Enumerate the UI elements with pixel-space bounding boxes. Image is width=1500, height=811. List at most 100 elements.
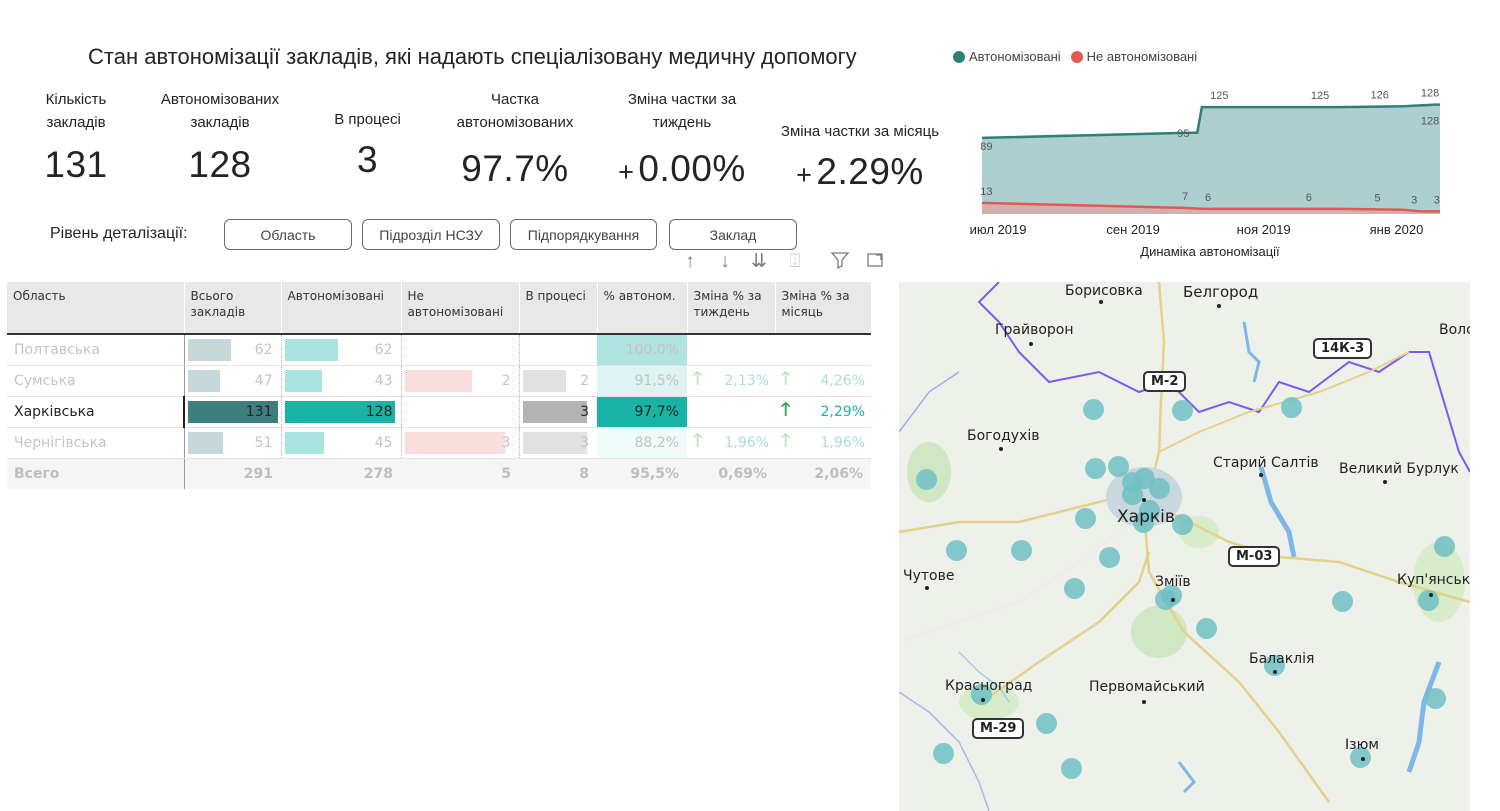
expand-next-level-icon[interactable]: ⇊ [751,251,767,272]
table-row[interactable]: Чернігівська 51 45 3 3 88,2% 🡑 1,96% 🡑 1,96% [7,427,871,459]
cell-in-process-bar [522,370,566,392]
facility-marker[interactable] [1281,397,1302,418]
facility-marker[interactable] [1149,478,1170,499]
legend-not-autonomized[interactable]: Не автономізовані [1086,49,1198,64]
cell-autonomized: 45 [280,427,401,459]
facility-marker[interactable] [1083,399,1104,420]
cell-week-change: 🡑 2,13% [687,365,775,397]
cell-region: Харківська [7,396,185,428]
total-cell-week: 0,69% [687,458,775,489]
facility-marker[interactable] [1434,536,1455,557]
cell-in-process: 3 [518,396,597,428]
facility-marker[interactable] [933,743,954,764]
facility-marker[interactable] [1425,688,1446,709]
table-row[interactable]: Полтавська 62 62 100,0% [7,334,871,366]
road-badge-m03: М-03 [1228,546,1281,567]
cell-total: 51 [183,427,281,459]
data-label-autonomized: 128 [1421,116,1439,128]
col-header-share[interactable]: % автоном. [596,282,687,335]
filter-icon[interactable] [829,250,851,274]
col-header-autonomized[interactable]: Автономізовані [280,282,401,335]
cell-autonomized-value: 128 [365,404,393,420]
cell-region: Чернігівська [7,427,185,459]
facility-marker[interactable] [1011,540,1032,561]
expand-hierarchy-icon[interactable]: ⍗ [789,251,801,272]
facility-marker[interactable] [971,684,992,705]
facility-marker[interactable] [1139,500,1160,521]
col-header-total[interactable]: Всього закладів [183,282,281,335]
drill-down-icon[interactable]: ↓ [720,251,730,272]
kpi-total-label-1: Кількість [45,91,107,108]
facility-marker[interactable] [1350,747,1371,768]
region-table: Область Всього закладів Автономізовані Н… [7,282,871,489]
cell-not-autonomized: 2 [400,365,519,397]
col-header-region[interactable]: Область [7,282,184,335]
facility-marker[interactable] [1264,655,1285,676]
facility-marker[interactable] [1161,585,1182,606]
map-label-staryi-saltiv: Старий Салтів [1213,455,1319,471]
trend-up-arrow-icon: 🡑 [693,430,703,451]
col-header-week-change[interactable]: Зміна % за тиждень [686,282,775,335]
facility-marker[interactable] [1172,514,1193,535]
focus-mode-icon[interactable] [864,250,886,274]
facility-marker[interactable] [1064,578,1085,599]
facility-marker[interactable] [1196,618,1217,639]
drill-up-icon[interactable]: ↑ [685,251,695,272]
drill-button-nszu-unit[interactable]: Підрозділ НСЗУ [362,219,500,250]
facility-marker[interactable] [1085,458,1106,479]
total-not-auto-value: 5 [501,466,511,482]
table-row[interactable]: Харківська 131 128 3 97,7% 🡑 2,29% [7,396,871,428]
drill-button-facility[interactable]: Заклад [669,219,797,250]
cell-total-bar [187,432,223,454]
kpi-month-change: Зміна частки за місяць +2.29% [764,120,956,193]
col-header-in-process[interactable]: В процесі [518,282,597,335]
kpi-process-value: 3 [356,139,379,180]
kpi-total-value: 131 [44,144,108,185]
map-label-bogodukhiv: Богодухів [967,428,1040,444]
map-label-chutove: Чутове [903,568,955,584]
drill-button-region[interactable]: Область [224,219,352,250]
cell-not-autonomized [400,396,519,428]
facility-marker[interactable] [1099,547,1120,568]
town-point-bogodukhiv [999,447,1003,451]
kpi-week-label-2: тиждень [652,114,712,131]
kpi-autonomized: Автономізованих закладів 128 [145,88,295,186]
town-point-izium [1361,757,1365,761]
road-badge-m29: М-29 [972,718,1025,739]
map-label-kupiansk: Куп'янськ [1397,572,1470,588]
map-label-velykyi-burluk: Великий Бурлук [1339,461,1459,477]
facility-marker[interactable] [1108,456,1129,477]
cell-total-bar [188,401,278,423]
cell-autonomized: 43 [280,365,401,397]
map-label-kharkiv: Харків [1117,507,1175,527]
map-label-graivoron: Грайворон [995,322,1074,338]
total-total-value: 291 [243,466,273,482]
facility-marker[interactable] [916,469,937,490]
cell-not-autonomized-bar [404,370,472,392]
facilities-map[interactable]: Борисовка Белгород Грайворон Волс Богоду… [899,282,1470,811]
kpi-total: Кількість закладів 131 [28,88,124,186]
facility-marker[interactable] [1075,508,1096,529]
legend-autonomized[interactable]: Автономізовані [969,49,1061,64]
col-header-not-autonomized[interactable]: Не автономізовані [400,282,519,335]
drill-button-subordination[interactable]: Підпорядкування [510,219,657,250]
total-cell-not-auto: 5 [401,458,519,489]
facility-marker[interactable] [1418,590,1439,611]
town-point-krasnohrad [981,698,985,702]
facility-marker[interactable] [1172,400,1193,421]
cell-autonomized-bar [284,370,322,392]
kpi-week-label-1: Зміна частки за [627,91,737,108]
col-header-month-change[interactable]: Зміна % за місяць [774,282,871,335]
facility-marker[interactable] [1061,758,1082,779]
facility-marker[interactable] [1036,713,1057,734]
facility-marker[interactable] [946,540,967,561]
kpi-process-label: В процесі [334,111,401,128]
cell-in-process: 2 [518,365,597,397]
table-row[interactable]: Сумська 47 43 2 2 91,5% 🡑 2,13% 🡑 4,26% [7,365,871,397]
autonomization-area-chart[interactable]: 89 95 125 125 126 128 128 13 7 6 6 5 3 3 июл 2019 сен 2… [960,80,1460,260]
facility-marker[interactable] [1332,591,1353,612]
map-label-zmiiv: Зміїв [1155,574,1191,590]
data-label-autonomized: 89 [980,141,992,153]
cell-autonomized-value: 43 [374,373,393,389]
facility-marker[interactable] [1122,472,1143,493]
